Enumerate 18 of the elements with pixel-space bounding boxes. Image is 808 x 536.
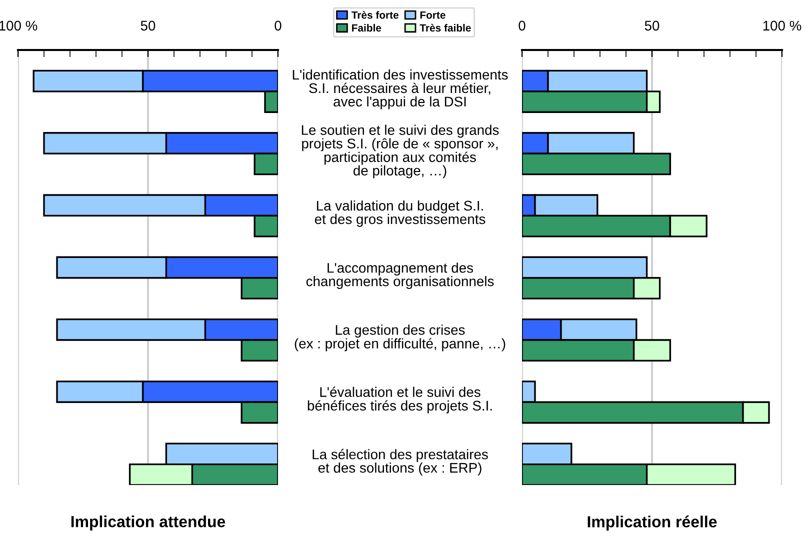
y-tick-label: La sélection des prestataires et des solutions (ex : ERP)	[312, 448, 488, 476]
y-tick-label: La validation du budget S.I. et des gros investissements	[314, 200, 486, 227]
legend-label: Très faible	[420, 24, 471, 32]
legend-label: Forte	[420, 11, 446, 19]
x-tick-label: 0	[518, 20, 526, 31]
x-tick-label: 50	[140, 20, 156, 31]
x-axis-title: Implication attendue	[71, 516, 226, 530]
legend-label: Très forte	[351, 10, 398, 19]
x-tick-label: 100 %	[763, 20, 802, 31]
x-tick-label: 50	[644, 20, 660, 31]
y-tick-label: Le soutien et le suivi des grands projets S.I. (rôle de « sponsor », participation aux comités de pilotage, …)	[302, 124, 499, 178]
x-axis-title: Implication réelle	[588, 516, 717, 531]
y-tick-label: L'évaluation et le suivi des bénéfices tirés des projets S.I.	[308, 386, 492, 414]
x-tick-label: 0	[274, 20, 282, 31]
legend-label: Faible	[352, 24, 382, 32]
y-tick-label: L'accompagnement des changements organisationnels	[306, 262, 494, 289]
y-tick-label: La gestion des crises (ex : projet en difficulté, panne, …)	[294, 324, 506, 352]
y-tick-label: L'identification des investissements S.I. nécessaires à leur métier, avec l'appui de la DSI	[292, 69, 508, 110]
